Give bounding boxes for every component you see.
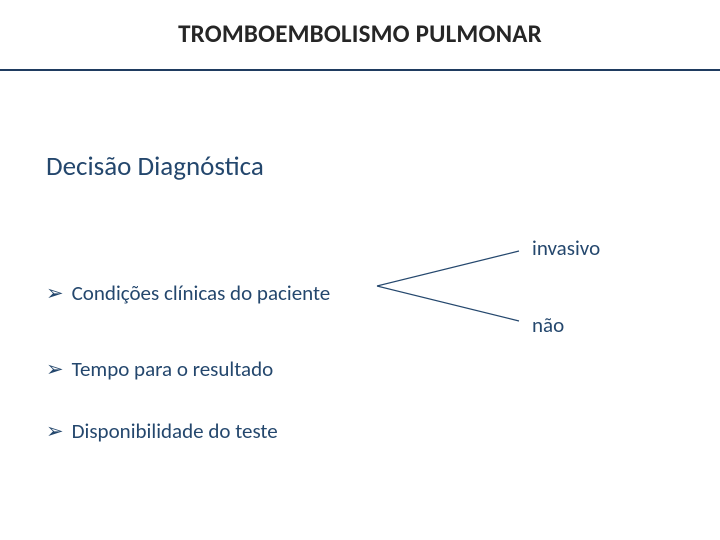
branch-line-bottom bbox=[377, 286, 519, 321]
bullet-marker-icon: ➢ bbox=[46, 359, 64, 380]
bullet-item: ➢ Tempo para o resultado bbox=[46, 356, 273, 382]
bullet-item: ➢ Condições clínicas do paciente bbox=[46, 280, 330, 306]
section-heading: Decisão Diagnóstica bbox=[46, 150, 264, 183]
bullet-text: Disponibilidade do teste bbox=[72, 418, 278, 444]
bullet-text: Tempo para o resultado bbox=[72, 356, 274, 382]
branch-lines-icon bbox=[373, 247, 523, 325]
branch-label-bottom: não bbox=[532, 312, 564, 338]
bullet-text: Condições clínicas do paciente bbox=[72, 280, 331, 306]
bullet-marker-icon: ➢ bbox=[46, 421, 64, 442]
title-underline bbox=[0, 69, 720, 71]
slide: { "title": { "text": "TROMBOEMBOLISMO PU… bbox=[0, 0, 720, 540]
bullet-item: ➢ Disponibilidade do teste bbox=[46, 418, 278, 444]
branch-label-top: invasivo bbox=[532, 235, 600, 261]
bullet-marker-icon: ➢ bbox=[46, 283, 64, 304]
branch-line-top bbox=[377, 251, 519, 286]
page-title: TROMBOEMBOLISMO PULMONAR bbox=[0, 18, 720, 49]
